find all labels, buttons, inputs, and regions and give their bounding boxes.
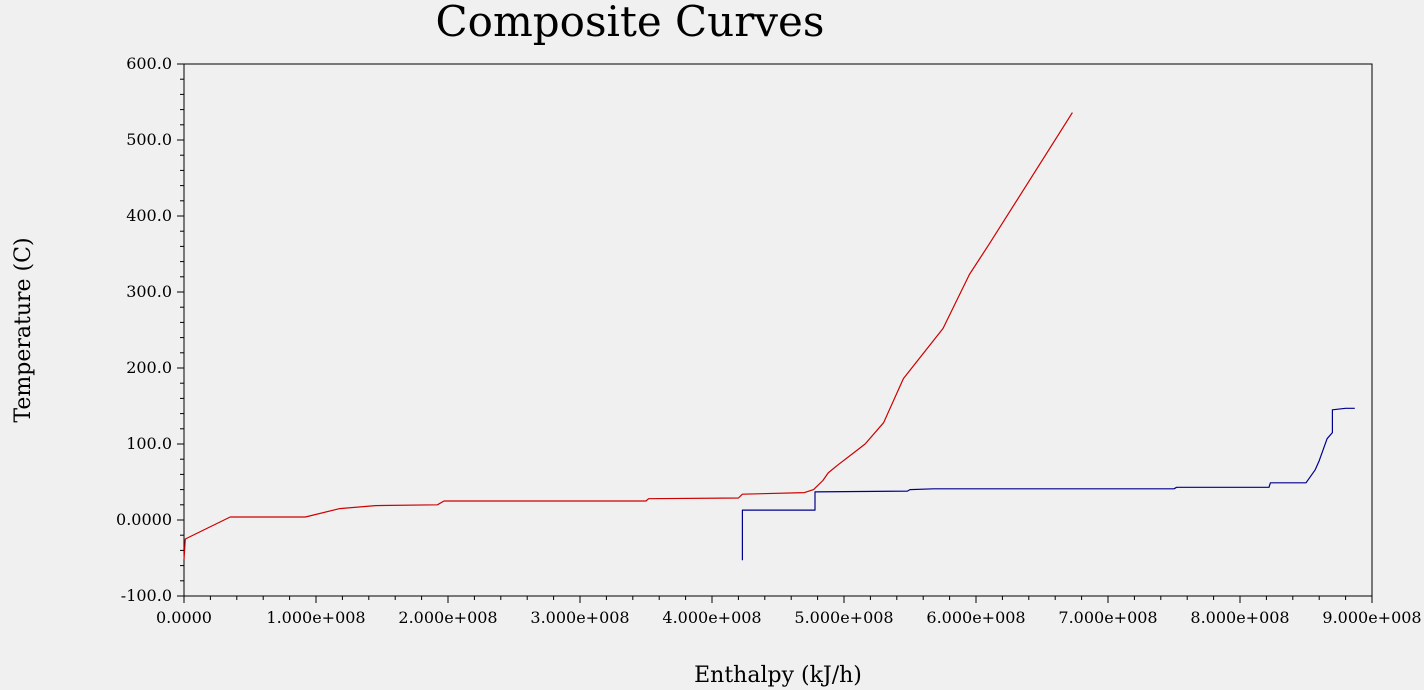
x-tick-label: 7.000e+008 <box>1058 608 1157 627</box>
x-tick-label: 3.000e+008 <box>530 608 629 627</box>
y-tick-label: 100.0 <box>126 434 172 453</box>
x-tick-label: 9.000e+008 <box>1322 608 1421 627</box>
x-tick-label: 4.000e+008 <box>662 608 761 627</box>
y-tick-label: 200.0 <box>126 358 172 377</box>
x-tick-label: 1.000e+008 <box>266 608 365 627</box>
y-tick-label: 500.0 <box>126 130 172 149</box>
x-tick-label: 5.000e+008 <box>794 608 893 627</box>
hot-composite-curve <box>183 112 1073 560</box>
y-axis-label: Temperature (C) <box>11 237 36 422</box>
y-tick-label: 300.0 <box>126 282 172 301</box>
y-tick-label: 600.0 <box>126 54 172 73</box>
x-tick-label: 8.000e+008 <box>1190 608 1289 627</box>
cold-composite-curve <box>741 407 1355 561</box>
chart-title: Composite Curves <box>436 0 825 46</box>
x-axis-label: Enthalpy (kJ/h) <box>694 663 862 688</box>
series-layer <box>183 112 1355 561</box>
plot-area <box>183 63 1373 597</box>
y-tick-label: 400.0 <box>126 206 172 225</box>
x-tick-label: 2.000e+008 <box>398 608 497 627</box>
y-tick-label: -100.0 <box>121 586 172 605</box>
x-tick-label: 6.000e+008 <box>926 608 1025 627</box>
x-tick-label: 0.0000 <box>156 608 212 627</box>
y-tick-label: 0.0000 <box>116 510 172 529</box>
axis-ticks: -100.0 0.0000 100.0 200.0 300.0 400.0 500.0 600… <box>116 54 1422 627</box>
